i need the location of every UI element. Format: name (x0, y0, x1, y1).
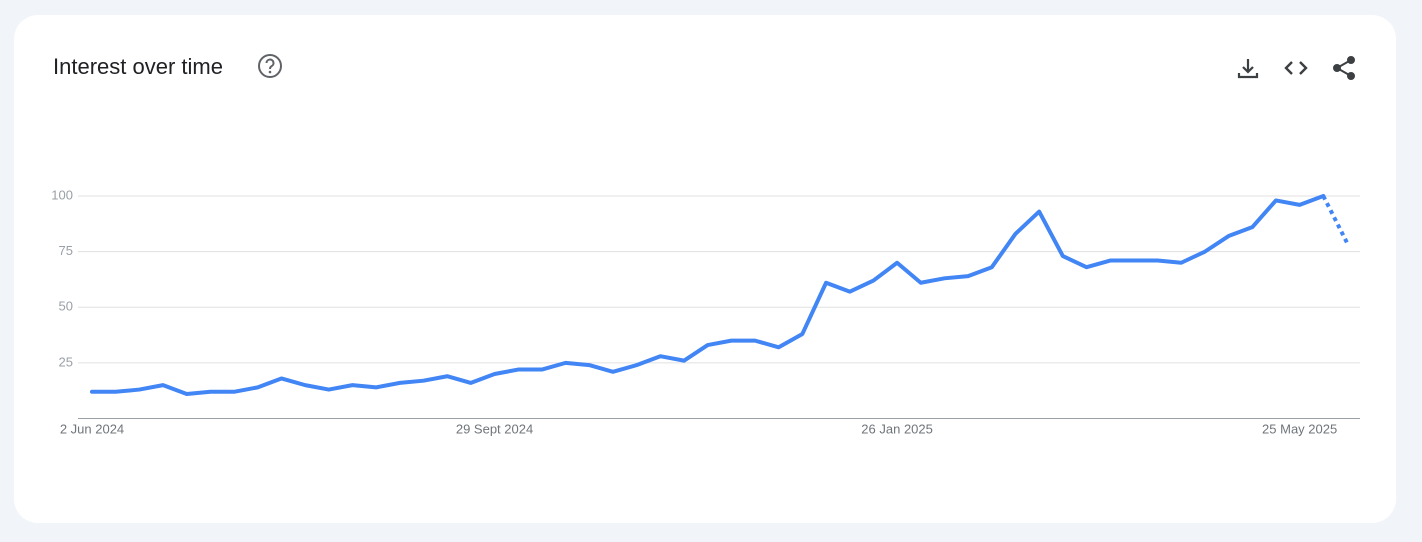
y-tick-label: 25 (59, 354, 73, 369)
x-tick-label: 26 Jan 2025 (861, 421, 933, 436)
chart-title: Interest over time (53, 54, 223, 79)
card (14, 15, 1396, 523)
help-icon[interactable] (258, 54, 282, 78)
x-tick-label: 29 Sept 2024 (456, 421, 533, 436)
download-button[interactable] (1237, 59, 1259, 79)
x-tick-label: 2 Jun 2024 (60, 421, 124, 436)
share-button[interactable] (1333, 56, 1355, 80)
y-tick-label: 100 (51, 187, 73, 202)
partial-segment (1321, 195, 1349, 244)
embed-button[interactable] (1284, 61, 1308, 75)
y-tick-label: 75 (59, 243, 73, 258)
x-tick-label: 25 May 2025 (1262, 421, 1337, 436)
y-tick-label: 50 (59, 299, 73, 314)
trend-line (90, 194, 1326, 397)
